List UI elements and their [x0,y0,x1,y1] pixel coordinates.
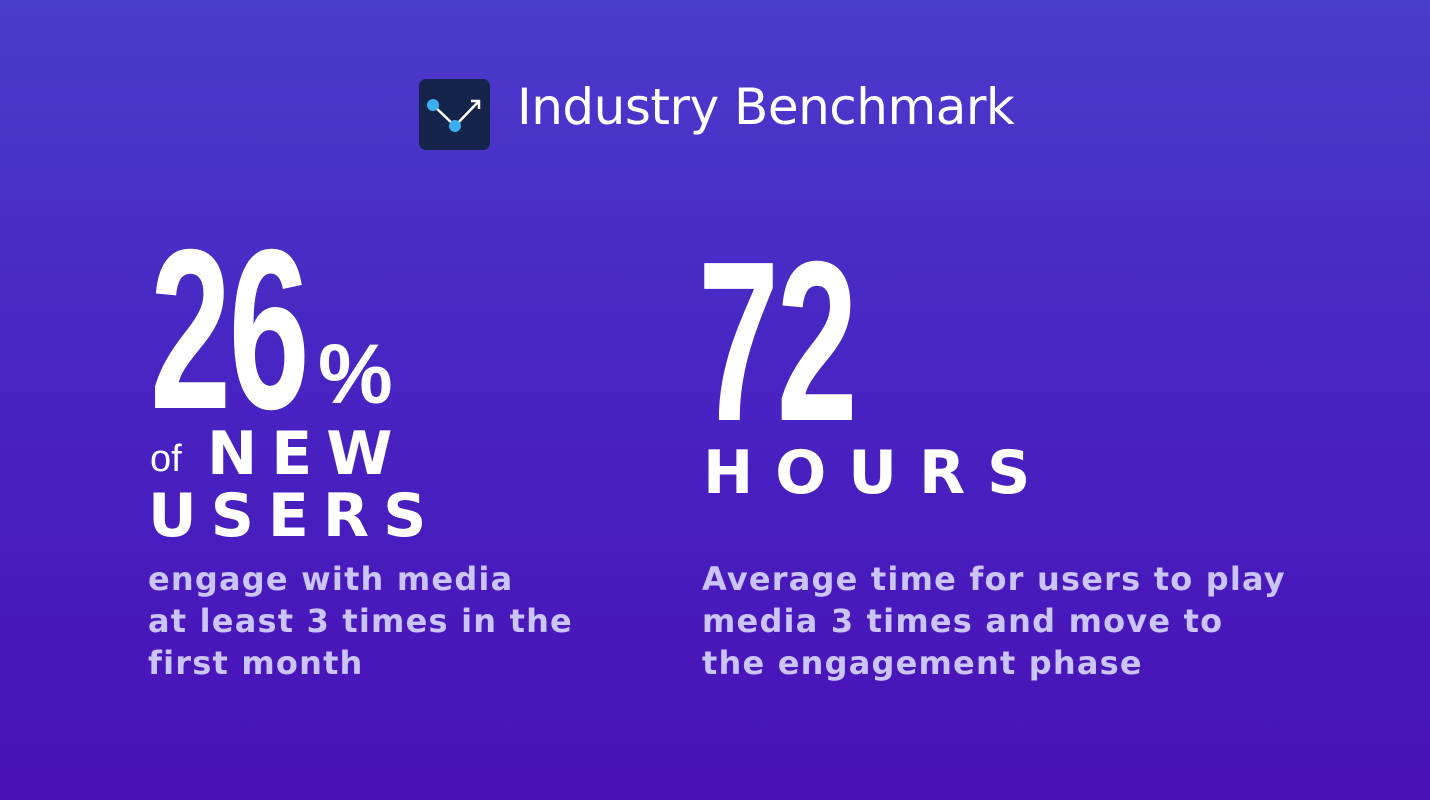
description-line: Average time for users to play [702,560,1286,598]
stat-label: NEW [207,419,407,489]
stat-label: HOURS [703,438,1053,508]
description-line: the engagement phase [702,644,1143,682]
description-line: engage with media [148,560,514,598]
description-line: at least 3 times in the [148,602,573,640]
stat-unit: % [318,327,393,421]
logo-icon [419,79,490,150]
stat-value: 72 [698,215,858,469]
description-line: first month [148,644,364,682]
stat-label: USERS [148,481,441,551]
stat-value: 26 [150,203,310,457]
stat-description: Average time for users to play media 3 t… [702,558,1286,684]
stat-description: engage with media at least 3 times in th… [148,558,573,684]
page-title: Industry Benchmark [517,78,1015,136]
stat-prefix: of [150,438,182,480]
description-line: media 3 times and move to [702,602,1224,640]
